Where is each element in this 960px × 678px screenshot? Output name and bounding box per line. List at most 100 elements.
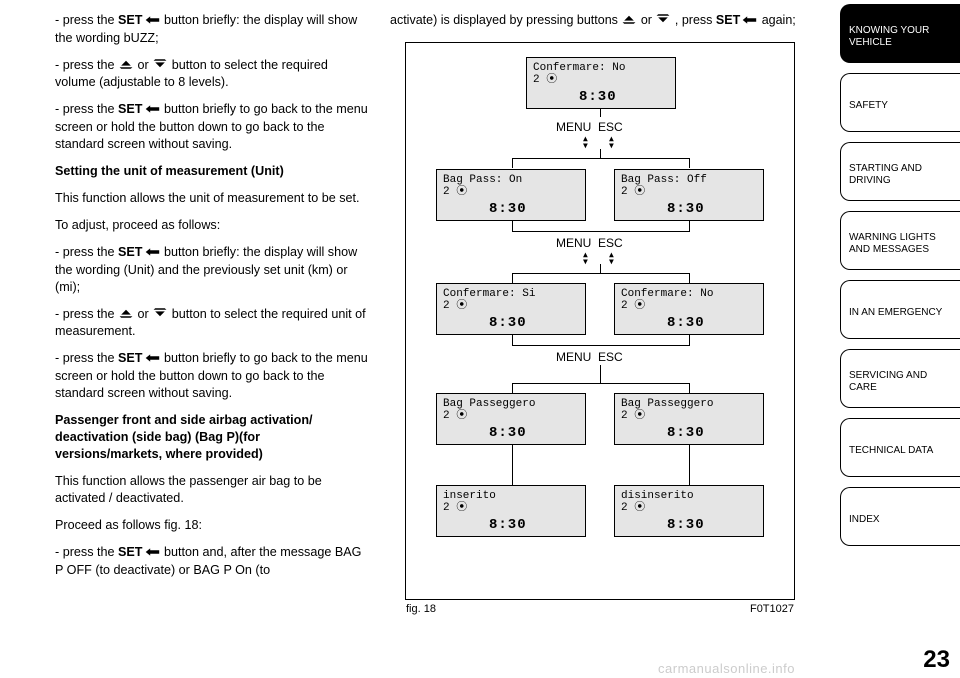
menu-label: MENU ESC	[556, 235, 623, 251]
connector	[512, 158, 513, 168]
text: - press the	[55, 102, 118, 116]
screen-line1: inserito	[443, 490, 579, 502]
menu-text: MENU	[556, 350, 591, 364]
heading: Setting the unit of measurement (Unit)	[55, 163, 368, 180]
screen-time: 8:30	[667, 316, 705, 331]
esc-text: ESC	[598, 236, 623, 250]
screen-line2: 2 ⦿	[443, 410, 579, 422]
menu-text: MENU	[556, 236, 591, 250]
esc-text: ESC	[598, 350, 623, 364]
down-icon	[655, 13, 671, 27]
screen-bag-passeggero-1: Bag Passeggero 2 ⦿ 8:30	[436, 393, 586, 445]
menu-text: MENU	[556, 120, 591, 134]
screen-bag-off: Bag Pass: Off 2 ⦿ 8:30	[614, 169, 764, 221]
sidebar-item-label: INDEX	[849, 514, 880, 526]
sidebar-item-technical[interactable]: TECHNICAL DATA	[840, 418, 960, 477]
set-label: SET	[118, 102, 143, 116]
para: - press the SET button briefly to go bac…	[55, 350, 368, 402]
connector	[512, 221, 513, 231]
screen-time: 8:30	[489, 202, 527, 217]
connector	[600, 149, 601, 158]
back-arrow-icon	[143, 351, 161, 368]
sidebar-item-knowing[interactable]: KNOWING YOUR VEHICLE	[840, 4, 960, 63]
connector	[512, 383, 513, 393]
sidebar-item-index[interactable]: INDEX	[840, 487, 960, 546]
updown-arrows: ▲▼	[609, 135, 614, 149]
connector	[689, 158, 690, 168]
screen-line2: 2 ⦿	[621, 186, 757, 198]
updown-arrows: ▲▼	[609, 251, 614, 265]
screen-line1: Confermare: No	[621, 288, 757, 300]
text: - press the	[55, 58, 118, 72]
up-icon	[621, 13, 637, 27]
text: , press	[671, 13, 715, 27]
diagram: Confermare: No 2 ⦿ 8:30 MENU ESC ▲▼ ▲▼ B…	[405, 42, 795, 600]
down-icon	[152, 307, 168, 321]
page: - press the SET button briefly: the disp…	[0, 0, 960, 678]
screen-line1: Confermare: Si	[443, 288, 579, 300]
text: or	[134, 58, 152, 72]
screen-time: 8:30	[579, 90, 617, 105]
down-icon	[152, 58, 168, 72]
sidebar: KNOWING YOUR VEHICLE SAFETY STARTING AND…	[840, 0, 960, 678]
back-arrow-icon	[740, 13, 758, 30]
text: - press the	[55, 13, 118, 27]
updown-arrows: ▲▼	[583, 135, 588, 149]
sidebar-item-label: IN AN EMERGENCY	[849, 307, 942, 319]
screen-time: 8:30	[667, 518, 705, 533]
connector	[512, 158, 690, 159]
up-icon	[118, 307, 134, 321]
text: activate) is displayed by pressing butto…	[390, 13, 621, 27]
para: - press the SET button and, after the me…	[55, 544, 368, 579]
screen-line2: 2 ⦿	[621, 300, 757, 312]
connector	[689, 221, 690, 231]
updown-arrows: ▲▼	[583, 251, 588, 265]
screen-line1: disinserito	[621, 490, 757, 502]
back-arrow-icon	[143, 245, 161, 262]
sidebar-item-label: KNOWING YOUR VEHICLE	[849, 25, 956, 48]
screen-time: 8:30	[667, 202, 705, 217]
screen-disinserito: disinserito 2 ⦿ 8:30	[614, 485, 764, 537]
sidebar-item-emergency[interactable]: IN AN EMERGENCY	[840, 280, 960, 339]
connector	[512, 335, 513, 345]
para: - press the or button to select the requ…	[55, 306, 368, 340]
text: again;	[758, 13, 796, 27]
esc-text: ESC	[598, 120, 623, 134]
text: - press the	[55, 307, 118, 321]
screen-inserito: inserito 2 ⦿ 8:30	[436, 485, 586, 537]
sidebar-item-servicing[interactable]: SERVICING AND CARE	[840, 349, 960, 408]
back-arrow-icon	[143, 102, 161, 119]
right-column: activate) is displayed by pressing butto…	[380, 0, 840, 678]
back-arrow-icon	[143, 545, 161, 562]
connector	[689, 383, 690, 393]
text: or	[637, 13, 655, 27]
screen-line1: Bag Pass: On	[443, 174, 579, 186]
up-icon	[118, 58, 134, 72]
sidebar-item-warning[interactable]: WARNING LIGHTS AND MESSAGES	[840, 211, 960, 270]
text: - press the	[55, 245, 118, 259]
screen-line2: 2 ⦿	[621, 410, 757, 422]
screen-line2: 2 ⦿	[443, 186, 579, 198]
sidebar-item-label: SERVICING AND CARE	[849, 370, 956, 393]
para: activate) is displayed by pressing butto…	[390, 12, 840, 30]
connector	[600, 365, 601, 383]
sidebar-item-label: WARNING LIGHTS AND MESSAGES	[849, 232, 956, 255]
connector	[600, 109, 601, 117]
sidebar-item-safety[interactable]: SAFETY	[840, 73, 960, 132]
para: - press the SET button briefly to go bac…	[55, 101, 368, 153]
sidebar-item-label: TECHNICAL DATA	[849, 445, 933, 457]
connector	[512, 273, 690, 274]
menu-label: MENU ESC	[556, 119, 623, 135]
heading: Passenger front and side airbag activati…	[55, 412, 368, 463]
screen-confirm-no-top: Confermare: No 2 ⦿ 8:30	[526, 57, 676, 109]
screen-confirm-si: Confermare: Si 2 ⦿ 8:30	[436, 283, 586, 335]
screen-time: 8:30	[489, 518, 527, 533]
para: To adjust, proceed as follows:	[55, 217, 368, 234]
set-label: SET	[118, 351, 143, 365]
connector	[512, 273, 513, 283]
set-label: SET	[716, 13, 740, 27]
screen-time: 8:30	[667, 426, 705, 441]
sidebar-item-starting[interactable]: STARTING AND DRIVING	[840, 142, 960, 201]
set-label: SET	[118, 545, 143, 559]
connector	[689, 335, 690, 345]
